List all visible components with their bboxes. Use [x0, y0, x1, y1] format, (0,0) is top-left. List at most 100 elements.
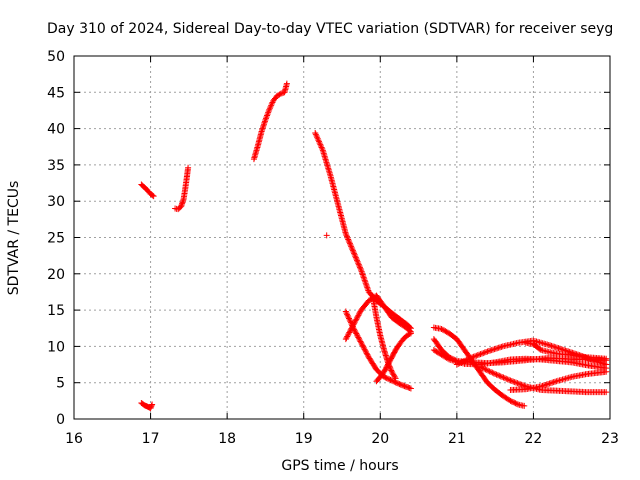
- data-marker: [363, 281, 370, 288]
- data-marker: [358, 268, 365, 275]
- data-marker: [510, 378, 517, 385]
- y-tick-label: 15: [47, 303, 65, 319]
- data-point: [323, 232, 330, 239]
- data-marker: [364, 284, 371, 291]
- data-marker: [443, 328, 450, 335]
- data-point: [492, 370, 499, 377]
- data-marker: [470, 353, 477, 360]
- data-marker: [346, 316, 353, 323]
- data-marker: [405, 331, 412, 338]
- data-marker: [499, 373, 506, 380]
- data-marker: [387, 364, 394, 371]
- y-axis-label: SDTVAR / TECUs: [6, 181, 22, 296]
- data-marker: [494, 372, 501, 379]
- data-marker: [148, 402, 155, 409]
- y-tick-label: 10: [47, 339, 65, 355]
- data-marker: [355, 312, 362, 319]
- data-marker: [314, 135, 321, 142]
- data-point: [603, 355, 610, 362]
- data-marker: [442, 328, 449, 335]
- data-marker: [390, 378, 397, 385]
- data-point: [507, 397, 514, 404]
- data-marker: [349, 246, 356, 253]
- data-marker: [351, 318, 358, 325]
- data-marker: [345, 314, 352, 321]
- data-marker: [481, 349, 488, 356]
- data-marker: [344, 332, 351, 339]
- x-tick-label: 16: [65, 431, 83, 447]
- data-marker: [486, 368, 493, 375]
- data-marker: [361, 346, 368, 353]
- data-marker: [458, 359, 465, 366]
- data-marker: [353, 316, 360, 323]
- data-marker: [354, 258, 361, 265]
- data-marker: [508, 398, 515, 405]
- x-tick-label: 20: [371, 431, 389, 447]
- data-marker: [462, 357, 469, 364]
- data-marker: [490, 370, 497, 377]
- data-marker: [312, 131, 319, 138]
- data-point: [476, 363, 483, 370]
- data-marker: [463, 356, 470, 363]
- data-point: [150, 193, 157, 200]
- y-tick-label: 35: [47, 158, 65, 174]
- data-marker: [265, 109, 272, 116]
- data-marker: [359, 271, 366, 278]
- y-tick-label: 40: [47, 122, 65, 138]
- data-marker: [353, 315, 360, 322]
- data-point: [273, 92, 280, 99]
- data-marker: [365, 352, 372, 359]
- data-marker: [406, 331, 413, 338]
- data-marker: [467, 354, 474, 361]
- data-marker: [348, 243, 355, 250]
- data-marker: [384, 375, 391, 382]
- data-marker: [444, 355, 451, 362]
- data-point: [283, 80, 290, 87]
- data-point: [507, 377, 514, 384]
- data-point: [358, 267, 365, 274]
- data-marker: [319, 145, 326, 152]
- data-marker: [460, 358, 467, 365]
- data-marker: [316, 138, 323, 145]
- x-tick-label: 21: [448, 431, 466, 447]
- data-point: [407, 385, 414, 392]
- data-marker: [344, 311, 351, 318]
- data-marker: [497, 373, 504, 380]
- data-marker: [388, 367, 395, 374]
- data-marker: [496, 372, 503, 379]
- data-marker: [360, 274, 367, 281]
- data-point: [262, 116, 269, 123]
- data-marker: [471, 353, 478, 360]
- data-marker: [343, 232, 350, 239]
- x-tick-label: 23: [601, 431, 619, 447]
- data-marker: [149, 192, 156, 199]
- data-marker: [360, 272, 367, 279]
- data-marker: [313, 132, 320, 139]
- x-axis-label: GPS time / hours: [281, 458, 398, 474]
- data-marker: [513, 400, 520, 407]
- data-marker: [355, 261, 362, 268]
- data-marker: [459, 358, 466, 365]
- data-marker: [478, 364, 485, 371]
- data-marker: [508, 378, 515, 385]
- y-tick-label: 25: [47, 231, 65, 247]
- data-marker: [348, 325, 355, 332]
- data-marker: [466, 355, 473, 362]
- data-marker: [267, 103, 274, 110]
- data-point: [185, 164, 192, 171]
- data-point: [407, 330, 414, 337]
- data-marker: [347, 242, 354, 249]
- data-marker: [482, 366, 489, 373]
- data-marker: [515, 380, 522, 387]
- data-point: [149, 401, 156, 408]
- data-marker: [361, 275, 368, 282]
- data-marker: [456, 360, 463, 367]
- y-tick-label: 20: [47, 267, 65, 283]
- data-marker: [513, 379, 520, 386]
- data-marker: [351, 251, 358, 258]
- data-point: [404, 332, 411, 339]
- data-marker: [345, 330, 352, 337]
- data-marker: [346, 315, 353, 322]
- data-marker: [386, 362, 393, 369]
